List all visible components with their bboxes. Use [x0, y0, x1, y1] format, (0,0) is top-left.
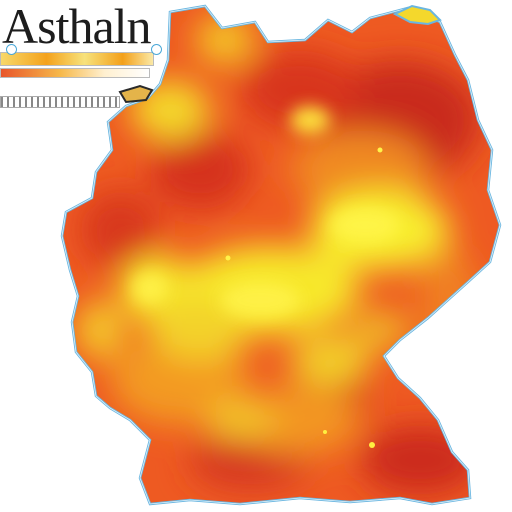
- legend-gradient-bar: [0, 52, 154, 66]
- legend-marker-dot: [151, 44, 162, 55]
- legend-marker-dot: [6, 44, 17, 55]
- map-legend: [0, 52, 156, 114]
- legend-secondary-bar: [0, 68, 150, 78]
- map-title: Asthaln: [2, 0, 152, 54]
- legend-scale-ticks: [0, 96, 120, 108]
